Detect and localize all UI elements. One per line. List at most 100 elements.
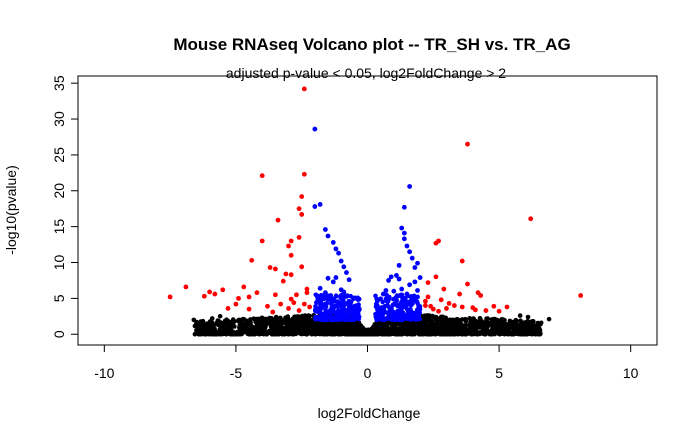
point-significant [383, 288, 389, 293]
point-nonsignificant [326, 325, 332, 331]
point-high-foldchange [425, 280, 431, 285]
point-significant [382, 304, 387, 309]
point-high-foldchange [444, 306, 449, 311]
point-nonsignificant [237, 323, 243, 328]
point-nonsignificant [425, 316, 430, 322]
point-significant [320, 294, 325, 299]
x-tick-label: -5 [230, 365, 243, 381]
point-significant [402, 296, 408, 301]
point-nonsignificant [267, 319, 272, 324]
point-significant [335, 299, 340, 304]
point-nonsignificant [493, 329, 499, 335]
point-significant [407, 300, 413, 306]
point-significant [314, 300, 319, 305]
y-tick-label: 30 [51, 111, 67, 127]
point-high-foldchange [299, 264, 305, 270]
point-significant [333, 293, 339, 299]
point-nonsignificant [234, 329, 240, 335]
point-nonsignificant [499, 317, 504, 322]
point-nonsignificant [306, 327, 312, 332]
point-high-foldchange [296, 308, 302, 313]
point-significant [339, 294, 345, 300]
point-high-foldchange [254, 290, 260, 296]
point-nonsignificant [494, 318, 500, 323]
point-significant [355, 312, 360, 317]
point-significant [384, 310, 390, 315]
point-high-foldchange [301, 301, 307, 307]
point-significant [384, 316, 389, 322]
point-significant [342, 315, 348, 321]
point-significant [333, 246, 339, 252]
point-nonsignificant [241, 316, 246, 322]
point-high-foldchange [286, 243, 291, 249]
point-significant [399, 286, 405, 292]
point-significant [401, 230, 407, 236]
point-significant [394, 312, 400, 318]
y-tick-label: 0 [51, 330, 67, 338]
point-high-foldchange [425, 294, 431, 300]
point-high-foldchange [246, 294, 252, 300]
point-significant [317, 202, 323, 207]
y-tick-label: 20 [51, 183, 67, 199]
point-significant [348, 293, 354, 299]
point-high-foldchange [272, 292, 278, 298]
point-high-foldchange [296, 206, 302, 212]
point-significant [336, 250, 341, 256]
point-nonsignificant [228, 327, 233, 333]
point-nonsignificant [459, 329, 464, 335]
point-nonsignificant [476, 331, 482, 337]
point-significant [417, 310, 423, 315]
point-significant [407, 249, 413, 255]
point-significant [395, 303, 400, 309]
point-significant [333, 310, 339, 316]
point-high-foldchange [275, 217, 281, 223]
point-nonsignificant [216, 319, 222, 325]
chart-subtitle: adjusted p-value < 0.05, log2FoldChange … [226, 65, 506, 81]
point-nonsignificant [243, 321, 248, 327]
point-nonsignificant [219, 330, 224, 335]
point-nonsignificant [465, 330, 471, 336]
point-nonsignificant [524, 320, 529, 326]
point-nonsignificant [209, 320, 215, 326]
point-nonsignificant [305, 313, 311, 319]
point-nonsignificant [489, 317, 495, 322]
point-nonsignificant [322, 325, 327, 331]
point-significant [376, 310, 381, 315]
point-high-foldchange [267, 265, 273, 270]
point-nonsignificant [416, 320, 422, 326]
y-tick-label: 25 [51, 147, 67, 163]
point-significant [333, 303, 338, 308]
point-nonsignificant [523, 330, 529, 336]
point-significant [378, 296, 384, 302]
point-nonsignificant [513, 324, 518, 329]
point-significant [401, 310, 406, 316]
point-nonsignificant [463, 318, 469, 324]
point-nonsignificant [426, 331, 432, 337]
point-high-foldchange [504, 304, 510, 310]
y-axis-label: -log10(pvalue) [3, 165, 19, 255]
point-high-foldchange [478, 293, 484, 298]
point-significant [391, 288, 397, 294]
point-nonsignificant [409, 331, 414, 337]
point-significant [399, 225, 405, 231]
point-nonsignificant [329, 329, 335, 335]
point-significant [351, 317, 357, 323]
point-high-foldchange [428, 303, 434, 309]
point-significant [354, 304, 359, 310]
point-high-foldchange [528, 216, 534, 222]
point-nonsignificant [349, 330, 355, 336]
point-nonsignificant [196, 321, 202, 326]
point-nonsignificant [460, 324, 466, 329]
point-nonsignificant [353, 331, 358, 337]
y-tick-label: 35 [51, 75, 67, 91]
point-significant [350, 310, 356, 315]
point-nonsignificant [271, 317, 277, 322]
point-nonsignificant [436, 323, 442, 329]
point-nonsignificant [256, 324, 262, 329]
point-high-foldchange [423, 298, 428, 304]
point-high-foldchange [220, 287, 226, 293]
point-nonsignificant [249, 326, 255, 331]
point-significant [341, 264, 347, 270]
point-significant [313, 304, 318, 309]
point-high-foldchange [301, 171, 307, 177]
